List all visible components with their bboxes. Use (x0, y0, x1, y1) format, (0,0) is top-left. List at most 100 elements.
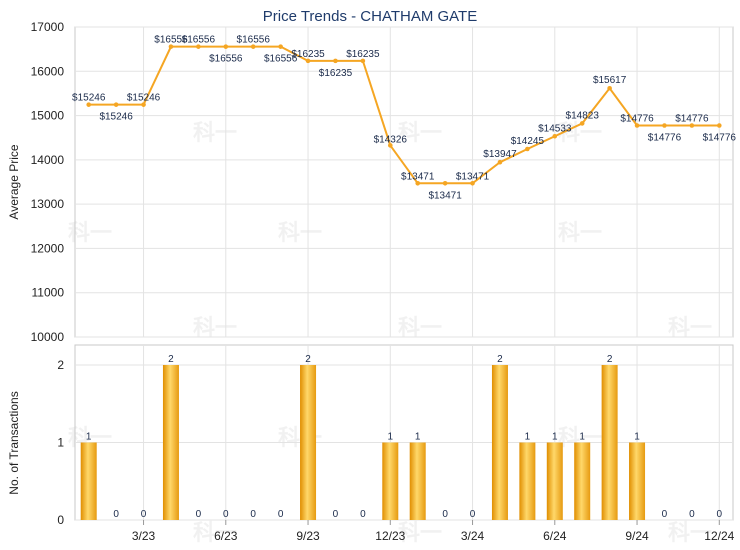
price-point (552, 133, 558, 139)
price-point (223, 44, 229, 49)
watermark-text: 科一 (558, 220, 602, 245)
watermark-text: 科一 (398, 315, 442, 340)
watermark-text: 科一 (668, 520, 712, 545)
price-data-label: $15617 (593, 75, 627, 86)
price-tick-label: 12000 (31, 241, 65, 255)
bar-value-label: 1 (388, 432, 394, 443)
price-tick-label: 16000 (31, 64, 65, 78)
transaction-bar (491, 365, 508, 520)
price-point (470, 180, 475, 186)
watermark-text: 科一 (193, 520, 237, 545)
bar-value-label: 0 (250, 509, 256, 520)
price-data-label: $16556 (154, 35, 188, 46)
price-point (716, 123, 722, 128)
price-data-label: $16556 (182, 35, 216, 46)
price-point (168, 44, 174, 49)
price-data-label: $14823 (566, 110, 600, 121)
price-data-label: $14776 (675, 113, 709, 124)
watermark-text: 科一 (668, 315, 712, 340)
bar-value-label: 1 (525, 432, 531, 443)
price-point (250, 44, 256, 49)
price-point (579, 121, 585, 126)
price-tick-label: 13000 (31, 197, 65, 211)
price-point (415, 180, 421, 186)
price-point (689, 123, 695, 128)
bar-value-label: 0 (470, 509, 476, 520)
bar-value-label: 2 (305, 354, 311, 365)
transaction-bar (629, 442, 646, 520)
price-point (442, 180, 448, 186)
transaction-bar (80, 442, 97, 520)
transaction-bar (300, 365, 317, 520)
watermark-text: 科一 (278, 220, 322, 245)
price-data-label: $16235 (291, 49, 325, 60)
price-data-label: $15246 (127, 93, 161, 104)
bar-value-label: 1 (415, 432, 421, 443)
transactions-panel: 0 1 2 3/23 6/23 9/23 12/23 3/24 6/24 9/24 12/24 1 0 0… (57, 344, 735, 543)
price-data-label: $16235 (319, 68, 353, 79)
price-line (88, 45, 720, 185)
price-data-label: $14533 (538, 123, 572, 134)
bar-value-label: 1 (579, 432, 585, 443)
bar-value-label: 0 (113, 509, 119, 520)
bar-value-label: 1 (552, 432, 558, 443)
bar-value-label: 0 (141, 509, 147, 520)
bar-value-label: 0 (333, 509, 339, 520)
price-data-label: $14326 (374, 134, 408, 145)
watermark-text: 科一 (193, 315, 237, 340)
bar-value-label: 1 (634, 432, 640, 443)
price-data-label: $16235 (346, 49, 380, 60)
price-point (141, 102, 146, 107)
bar-value-label: 0 (662, 509, 668, 520)
transactions-tick-label: 0 (57, 513, 64, 527)
bar-value-label: 0 (360, 509, 366, 520)
bar-value-label: 0 (196, 509, 202, 520)
price-tick-label: 17000 (31, 20, 65, 34)
transactions-tick-label: 1 (57, 436, 64, 450)
x-tick-label: 12/24 (704, 529, 734, 543)
price-point (387, 143, 393, 148)
transaction-bar (409, 442, 426, 520)
price-point (278, 44, 283, 49)
price-data-label: $13947 (483, 149, 517, 160)
price-point (525, 146, 530, 152)
price-tick-label: 10000 (31, 330, 65, 344)
price-point (196, 44, 201, 49)
price-data-label: $15246 (72, 93, 106, 104)
price-data-label: $16556 (209, 54, 243, 65)
price-tick-label: 11000 (32, 286, 65, 300)
watermark-text: 科一 (193, 120, 237, 145)
price-point (113, 102, 119, 107)
transactions-axis-label: No. of Transactions (7, 391, 21, 494)
price-point (634, 123, 640, 128)
x-tick-label: 3/23 (132, 529, 156, 543)
bar-value-label: 2 (497, 354, 503, 365)
price-data-label: $14776 (703, 132, 737, 143)
price-tick-label: 15000 (31, 109, 65, 123)
transaction-bar (519, 442, 536, 520)
x-tick-label: 9/24 (625, 529, 649, 543)
bar-value-label: 2 (607, 354, 613, 365)
bar-value-label: 0 (717, 509, 723, 520)
price-data-label: $14776 (648, 132, 682, 143)
price-point (662, 123, 667, 128)
bar-value-label: 0 (689, 509, 695, 520)
price-data-label: $15246 (99, 112, 133, 123)
price-data-label: $13471 (456, 171, 490, 182)
price-tick-label: 14000 (31, 153, 65, 167)
transaction-bar (546, 442, 563, 520)
price-point (305, 58, 311, 64)
x-tick-label: 6/23 (214, 529, 238, 543)
chart-title: Price Trends - CHATHAM GATE (263, 8, 477, 25)
price-point (333, 58, 338, 64)
price-axis-label: Average Price (7, 144, 21, 219)
x-tick-label: 12/23 (375, 529, 405, 543)
transaction-bar (162, 365, 179, 520)
transaction-bar (382, 442, 399, 520)
price-panel: 10000 11000 12000 13000 14000 15000 16000 17000… (31, 20, 737, 344)
x-tick-label: 6/24 (543, 529, 567, 543)
price-data-label: $13471 (428, 190, 462, 201)
price-point (86, 102, 92, 107)
